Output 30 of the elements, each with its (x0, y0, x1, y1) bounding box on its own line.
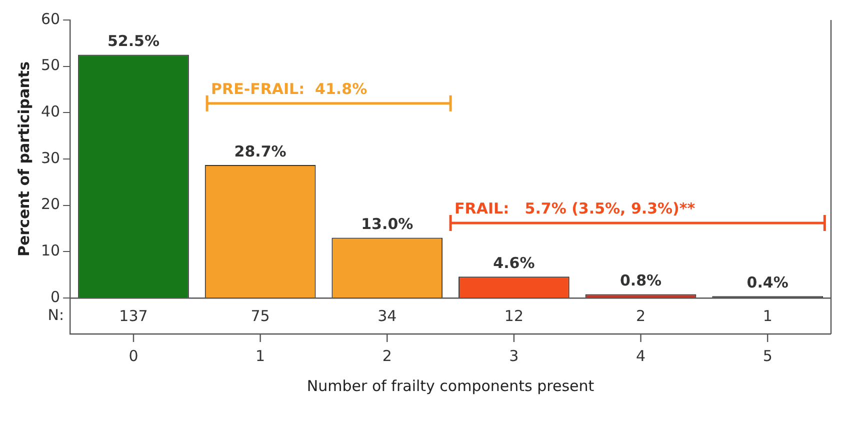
x-axis-title: Number of frailty components present (306, 376, 594, 395)
y-tick-label: 50 (40, 56, 60, 74)
text: 137 (119, 306, 148, 325)
text: 2 (636, 306, 646, 325)
data-label: 0.8% (620, 272, 662, 290)
y-tick-label: 20 (40, 195, 60, 214)
y-tick-label: 30 (40, 148, 60, 167)
text: 34 (378, 306, 397, 325)
y-tick-label: 40 (40, 102, 60, 121)
x-tick-label: 0 (128, 346, 138, 365)
text: 75 (250, 306, 270, 325)
data-label: 52.5% (107, 32, 160, 50)
x-tick-label: 2 (382, 346, 392, 365)
x-tick-label: 5 (762, 346, 772, 365)
data-label: 28.7% (234, 142, 286, 160)
y-tick-label: 10 (40, 242, 60, 260)
data-label: 0.4% (746, 274, 788, 292)
text: 1 (762, 306, 772, 325)
x-tick-label: 1 (256, 346, 266, 365)
y-axis-title: Percent of participants (14, 61, 33, 256)
y-tick-label: 60 (40, 10, 60, 28)
y-tick-label: 0 (50, 288, 60, 306)
x-tick-label: 3 (509, 346, 519, 365)
text: 12 (504, 306, 524, 325)
data-label: 13.0% (361, 215, 414, 234)
annotation: FRAIL: 5.7% (3.5%, 9.3%)** (454, 199, 696, 218)
data-label: 4.6% (493, 254, 535, 272)
x-tick-label: 4 (636, 346, 646, 365)
text: N: (48, 306, 64, 324)
annotation: PRE-FRAIL: 41.8% (211, 80, 368, 98)
